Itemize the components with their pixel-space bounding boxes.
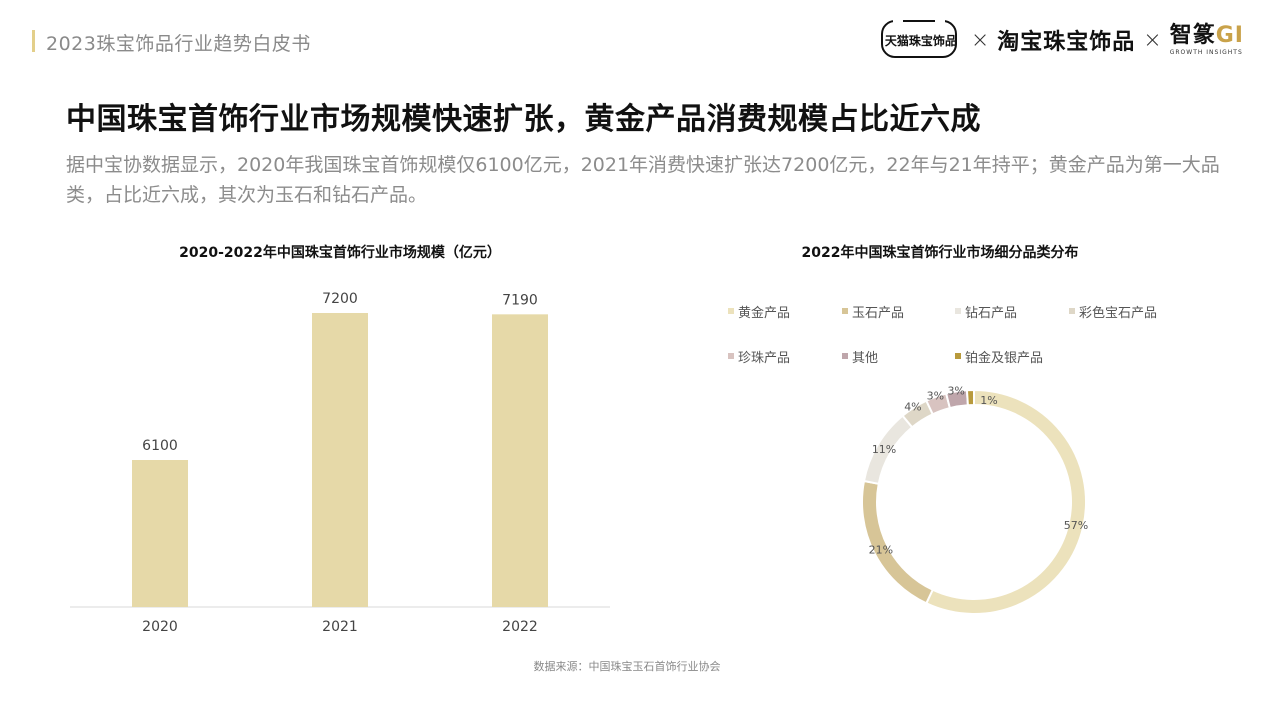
legend-label-0: 黄金产品: [738, 305, 790, 321]
bar-2022: [492, 314, 548, 607]
legend-swatch-0: [728, 308, 734, 314]
legend-label-4: 珍珠产品: [738, 351, 790, 366]
bar-value-label-2020: 6100: [142, 438, 178, 454]
legend-swatch-2: [955, 308, 961, 314]
legend-label-6: 铂金及银产品: [965, 350, 1043, 366]
donut-slice-label-3: 4%: [904, 401, 921, 414]
zhizhuan-logo: 智篆GI GROWTH INSIGHTS: [1169, 22, 1244, 56]
x-tick-label-2020: 2020: [142, 619, 178, 635]
logo-separator-2: ×: [1143, 27, 1162, 53]
legend-label-2: 钻石产品: [965, 306, 1017, 321]
x-tick-label-2021: 2021: [322, 619, 358, 635]
donut-slice-label-5: 3%: [947, 384, 964, 397]
partner-logos: 天猫珠宝饰品 × 淘宝珠宝饰品 × 智篆GI GROWTH INSIGHTS: [879, 14, 1244, 66]
donut-slice-label-4: 3%: [927, 390, 944, 403]
zhizhuan-logo-text: 智篆: [1169, 22, 1216, 48]
zhizhuan-logo-subtext: GROWTH INSIGHTS: [1169, 48, 1243, 56]
legend-swatch-4: [728, 353, 734, 359]
legend-label-3: 彩色宝石产品: [1079, 305, 1157, 321]
tmall-logo-text: 天猫珠宝饰品: [884, 33, 957, 48]
report-title: 2023珠宝饰品行业趋势白皮书: [46, 33, 311, 55]
data-source-note: 数据来源：中国珠宝玉石首饰行业协会: [533, 660, 721, 673]
bar-2020: [132, 460, 188, 607]
legend-label-1: 玉石产品: [852, 306, 904, 321]
x-tick-label-2022: 2022: [502, 619, 538, 635]
donut-slice-1: [861, 479, 935, 605]
donut-chart-title: 2022年中国珠宝首饰行业市场细分品类分布: [801, 245, 1079, 261]
donut-slice-label-6: 1%: [980, 394, 997, 407]
bar-value-label-2021: 7200: [322, 291, 358, 307]
legend-swatch-6: [955, 353, 961, 359]
legend-label-5: 其他: [852, 351, 878, 366]
donut-slice-label-0: 57%: [1064, 519, 1088, 532]
header-accent-bar: [32, 30, 35, 52]
taobao-logo: 淘宝珠宝饰品: [997, 30, 1136, 55]
legend-swatch-5: [842, 353, 848, 359]
logo-separator-1: ×: [970, 27, 990, 53]
donut-slice-6: [965, 388, 975, 407]
donut-slice-label-2: 11%: [872, 443, 896, 456]
bar-value-label-2022: 7190: [502, 292, 538, 308]
legend-swatch-3: [1069, 308, 1075, 314]
bar-2021: [312, 313, 368, 607]
legend-swatch-1: [842, 308, 848, 314]
donut-slice-0: [924, 388, 1087, 615]
page-subtitle: 据中宝协数据显示，2020年我国珠宝首饰规模仅6100亿元，2021年消费快速扩…: [66, 154, 1220, 206]
zhizhuan-logo-gi: GI: [1215, 22, 1244, 48]
tmall-logo: 天猫珠宝饰品: [879, 17, 963, 62]
donut-slice-label-1: 21%: [869, 543, 893, 556]
page-title: 中国珠宝首饰行业市场规模快速扩张，黄金产品消费规模占比近六成: [66, 102, 981, 137]
bar-chart-title: 2020-2022年中国珠宝首饰行业市场规模（亿元）: [179, 245, 501, 261]
